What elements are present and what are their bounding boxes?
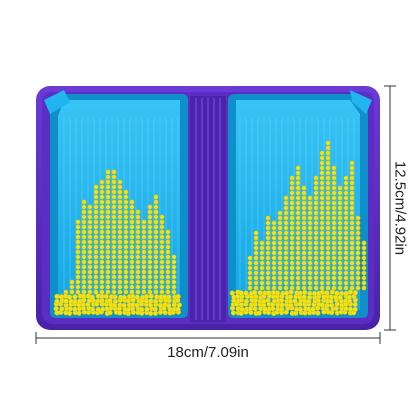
height-dimension-line [384, 85, 396, 331]
right-blue-tray [228, 90, 372, 318]
right-bead-pile [229, 140, 367, 317]
height-dimension-label: 12.5cm/4.92in [391, 160, 409, 256]
left-blue-tray [44, 90, 188, 318]
right-tray-spout [350, 90, 372, 114]
center-divider [190, 96, 226, 322]
width-dimension-line [35, 332, 381, 344]
left-tray-spout [44, 90, 70, 114]
left-bead-pile [53, 169, 182, 317]
width-dimension-label: 18cm/7.09in [167, 344, 249, 361]
left-tray-grooves [63, 118, 179, 300]
